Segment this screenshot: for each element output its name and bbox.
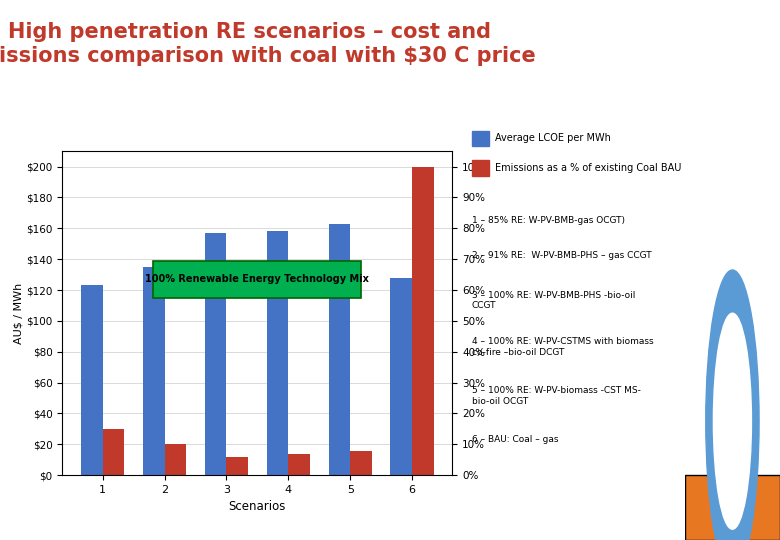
Text: Average LCOE per MWh: Average LCOE per MWh: [495, 133, 612, 143]
Bar: [226, 457, 248, 475]
Text: 3 – 100% RE: W-PV-BMB-PHS -bio-oil
CCGT: 3 – 100% RE: W-PV-BMB-PHS -bio-oil CCGT: [472, 291, 635, 310]
Text: 100% Renewable Energy Technology Mix: 100% Renewable Energy Technology Mix: [145, 274, 370, 284]
Bar: [81, 286, 103, 475]
Bar: [103, 429, 124, 475]
Y-axis label: AU$ / MWh: AU$ / MWh: [13, 282, 23, 344]
FancyBboxPatch shape: [154, 261, 361, 298]
Bar: [205, 233, 226, 475]
Bar: [412, 167, 434, 475]
Bar: [328, 224, 350, 475]
Text: High penetration RE scenarios – cost and
emissions comparison with coal with $30: High penetration RE scenarios – cost and…: [0, 22, 536, 65]
Bar: [350, 450, 372, 475]
Text: 6 – BAU: Coal – gas: 6 – BAU: Coal – gas: [472, 435, 558, 444]
Bar: [267, 232, 289, 475]
Bar: [391, 278, 412, 475]
Bar: [165, 444, 186, 475]
Text: 4 – 100% RE: W-PV-CSTMS with biomass
co-fire –bio-oil DCGT: 4 – 100% RE: W-PV-CSTMS with biomass co-…: [472, 338, 654, 357]
Circle shape: [706, 270, 759, 540]
Bar: [289, 454, 310, 475]
Text: Emissions as a % of existing Coal BAU: Emissions as a % of existing Coal BAU: [495, 163, 682, 173]
Text: 5 – 100% RE: W-PV-biomass -CST MS-
bio-oil OCGT: 5 – 100% RE: W-PV-biomass -CST MS- bio-o…: [472, 386, 641, 406]
Text: 1 – 85% RE: W-PV-BMB-gas OCGT): 1 – 85% RE: W-PV-BMB-gas OCGT): [472, 216, 625, 225]
Bar: [143, 267, 165, 475]
Circle shape: [714, 313, 751, 529]
X-axis label: Scenarios: Scenarios: [229, 501, 286, 514]
FancyBboxPatch shape: [685, 475, 780, 540]
Text: 2 – 91% RE:  W-PV-BMB-PHS – gas CCGT: 2 – 91% RE: W-PV-BMB-PHS – gas CCGT: [472, 251, 651, 260]
